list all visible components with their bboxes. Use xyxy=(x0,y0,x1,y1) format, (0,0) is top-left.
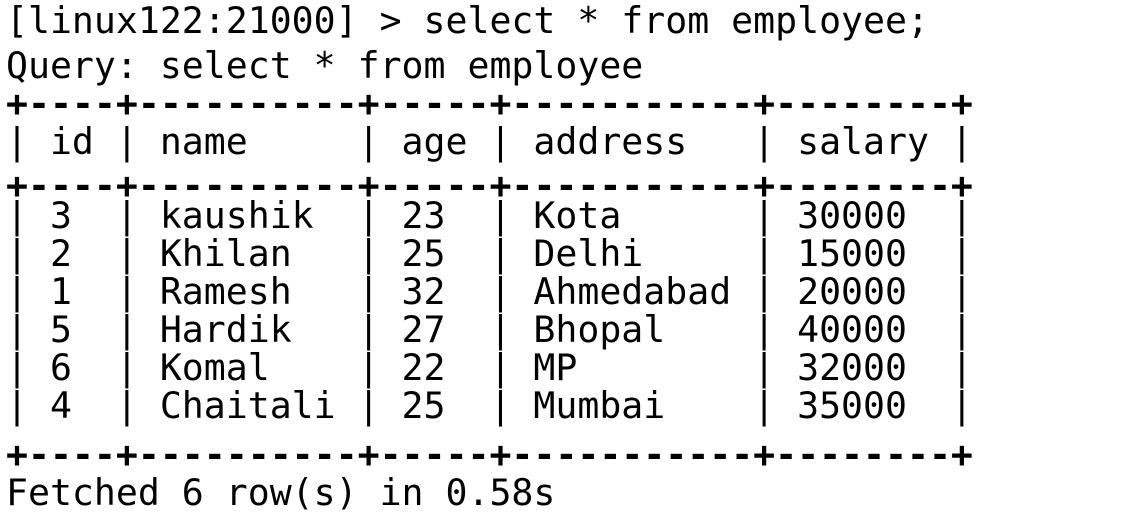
table-row: | 4 | Chaitali | 25 | Mumbai | 35000 | xyxy=(6,384,973,427)
prompt-line: [linux122:21000] > select * from employe… xyxy=(6,0,929,42)
table-row: | 5 | Hardik | 27 | Bhopal | 40000 | xyxy=(6,308,973,351)
query-echo-line: Query: select * from employee xyxy=(6,44,644,87)
table-bottom-border: +----+----------+-----+-----------+-----… xyxy=(6,433,973,476)
table-top-border: +----+----------+-----+-----------+-----… xyxy=(6,82,973,125)
table-header-border: +----+----------+-----+-----------+-----… xyxy=(6,164,973,207)
table-row: | 1 | Ramesh | 32 | Ahmedabad | 20000 | xyxy=(6,270,973,313)
table-row: | 6 | Komal | 22 | MP | 32000 | xyxy=(6,346,973,389)
table-row: | 3 | kaushik | 23 | Kota | 30000 | xyxy=(6,194,973,237)
table-row: | 2 | Khilan | 25 | Delhi | 15000 | xyxy=(6,232,973,275)
fetch-summary-line: Fetched 6 row(s) in 0.58s xyxy=(6,471,556,514)
table-header-row: | id | name | age | address | salary | xyxy=(6,120,973,163)
